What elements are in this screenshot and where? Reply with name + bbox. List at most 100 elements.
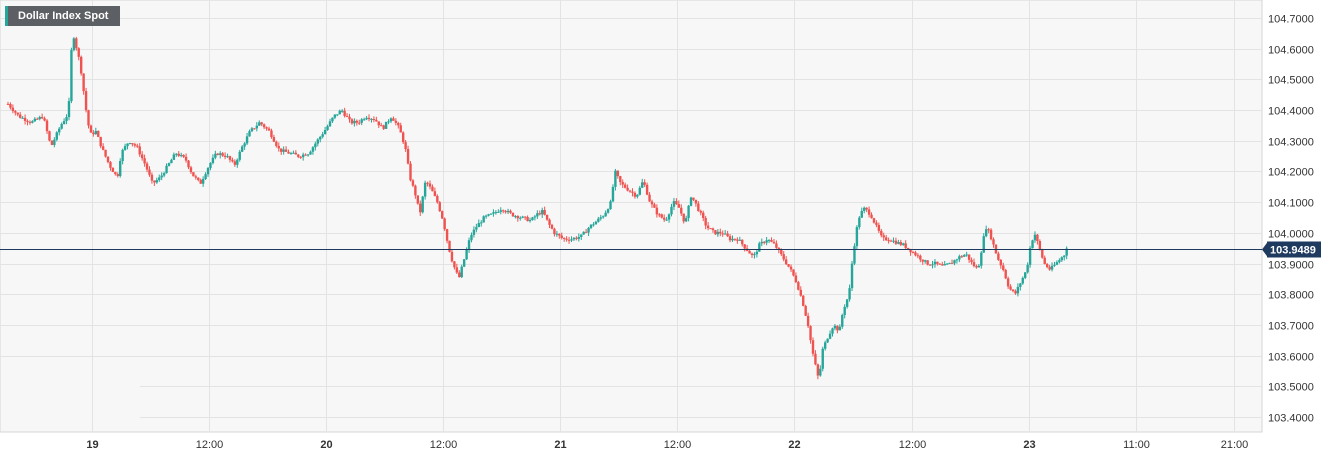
candle-up	[955, 259, 959, 261]
candle-down	[619, 176, 622, 183]
candle-down	[763, 241, 766, 243]
candle-down	[692, 197, 695, 200]
candle-down	[509, 210, 512, 213]
candle-down	[884, 237, 888, 241]
candle-down	[50, 140, 54, 145]
candle-down	[867, 209, 871, 215]
candle-up	[384, 121, 388, 129]
candle-down	[443, 218, 446, 230]
candle-up	[848, 288, 851, 300]
candle-up	[311, 147, 315, 152]
candle-up	[592, 224, 595, 226]
candle-down	[782, 254, 785, 260]
candle-down	[899, 242, 903, 245]
candle-up	[389, 118, 393, 122]
candle-down	[736, 239, 739, 241]
candle-down	[880, 230, 883, 236]
candle-up	[31, 121, 34, 123]
candle-up	[167, 163, 171, 166]
candle-down	[77, 48, 80, 57]
candle-up	[923, 260, 927, 262]
candle-down	[972, 262, 976, 267]
candle-up	[219, 153, 222, 155]
candle-down	[304, 154, 307, 156]
candle-down	[367, 117, 371, 120]
last-price-badge	[1267, 241, 1321, 258]
candle-down	[287, 151, 290, 154]
candle-up	[316, 139, 319, 144]
candle-down	[660, 214, 663, 218]
last-price-label: 103.9489	[1270, 245, 1316, 257]
candle-down	[1014, 291, 1017, 294]
chart-title: Dollar Index Spot	[5, 6, 121, 26]
candle-up	[541, 210, 544, 215]
candle-down	[719, 231, 722, 234]
candle-down	[523, 216, 527, 218]
candle-up	[1031, 240, 1034, 249]
candle-up	[292, 152, 295, 154]
candle-up	[170, 159, 173, 164]
candle-down	[228, 156, 232, 160]
candle-down	[428, 183, 432, 187]
candle-down	[814, 353, 817, 365]
candle-down	[733, 238, 737, 240]
candle-down	[538, 213, 541, 215]
candle-up	[94, 130, 98, 135]
candle-up	[1053, 264, 1056, 266]
candle-up	[841, 315, 844, 327]
candle-up	[758, 243, 761, 252]
candle-down	[941, 264, 944, 266]
candle-up	[833, 325, 837, 329]
candle-up	[482, 216, 485, 223]
candle-down	[343, 110, 346, 116]
plot-area	[0, 0, 1263, 433]
candle-up	[282, 149, 285, 152]
candle-up	[499, 210, 502, 212]
candle-up	[982, 236, 985, 253]
candle-up	[155, 180, 159, 183]
candle-down	[623, 184, 627, 188]
candle-up	[1060, 257, 1064, 261]
candle-up	[1024, 272, 1027, 278]
candle-down	[411, 180, 415, 186]
candle-up	[965, 254, 968, 256]
candle-down	[431, 186, 434, 192]
candle-down	[921, 259, 924, 262]
candle-down	[416, 195, 420, 204]
x-tick-label: 12:00	[664, 439, 692, 451]
candle-down	[877, 224, 881, 231]
candle-up	[755, 251, 759, 255]
candle-down	[445, 229, 449, 241]
candle-down	[253, 128, 256, 130]
candle-down	[987, 229, 990, 231]
candle-down	[36, 118, 39, 120]
candle-down	[348, 116, 351, 120]
candle-down	[504, 211, 507, 213]
candle-down	[567, 239, 571, 241]
candle-down	[194, 176, 198, 178]
candle-up	[321, 134, 324, 137]
candle-down	[26, 120, 29, 122]
y-tick-label: 104.7000	[1268, 14, 1314, 26]
candle-up	[945, 263, 949, 265]
candle-down	[728, 236, 732, 241]
candle-up	[333, 114, 337, 118]
candle-down	[1043, 257, 1046, 264]
candle-down	[450, 251, 454, 262]
candle-down	[79, 56, 83, 74]
candle-down	[811, 340, 815, 354]
candle-up	[331, 117, 334, 122]
candle-down	[399, 125, 402, 133]
candle-down	[16, 112, 19, 115]
candle-down	[560, 235, 563, 238]
candle-down	[631, 191, 634, 193]
candle-up	[641, 182, 644, 188]
candle-up	[1028, 248, 1032, 265]
candle-up	[211, 157, 215, 164]
candle-down	[297, 154, 300, 157]
candle-down	[906, 247, 910, 249]
candle-up	[1065, 248, 1068, 256]
candle-down	[406, 149, 410, 164]
candle-up	[838, 326, 842, 331]
candle-down	[138, 146, 141, 155]
